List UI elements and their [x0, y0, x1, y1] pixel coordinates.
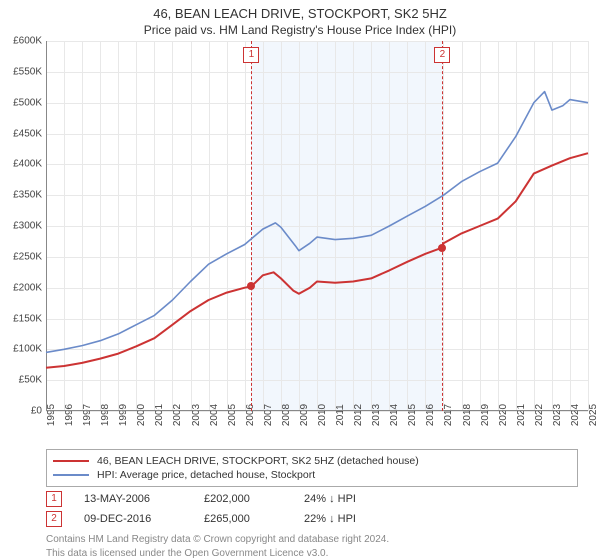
legend-label: 46, BEAN LEACH DRIVE, STOCKPORT, SK2 5HZ… — [97, 455, 419, 467]
legend-label: HPI: Average price, detached house, Stoc… — [97, 469, 315, 481]
sale-price: £265,000 — [204, 513, 304, 525]
series-lines — [46, 41, 588, 411]
legend-swatch — [53, 460, 89, 462]
sale-marker-dot — [438, 244, 446, 252]
sale-price: £202,000 — [204, 493, 304, 505]
legend-box: 46, BEAN LEACH DRIVE, STOCKPORT, SK2 5HZ… — [46, 449, 578, 487]
y-axis-tick-label: £300K — [13, 221, 42, 232]
y-axis-tick-label: £400K — [13, 159, 42, 170]
sale-date: 13-MAY-2006 — [84, 493, 204, 505]
y-axis-tick-label: £0 — [31, 406, 42, 417]
y-axis-tick-label: £450K — [13, 128, 42, 139]
y-axis-tick-label: £250K — [13, 251, 42, 262]
sale-hpi-diff: 22% ↓ HPI — [304, 513, 356, 525]
sale-hpi-diff: 24% ↓ HPI — [304, 493, 356, 505]
sale-marker-dot — [247, 282, 255, 290]
sale-row: 1 13-MAY-2006£202,00024% ↓ HPI — [46, 491, 578, 507]
attribution-text: Contains HM Land Registry data © Crown c… — [46, 533, 578, 560]
sale-row-badge: 1 — [46, 491, 62, 507]
sale-row-badge: 2 — [46, 511, 62, 527]
chart-title: 46, BEAN LEACH DRIVE, STOCKPORT, SK2 5HZ — [0, 0, 600, 21]
gridline-v — [588, 41, 589, 411]
sale-row: 2 09-DEC-2016£265,00022% ↓ HPI — [46, 511, 578, 527]
attribution-line: Contains HM Land Registry data © Crown c… — [46, 533, 578, 547]
y-axis-tick-label: £150K — [13, 313, 42, 324]
y-axis-tick-label: £50K — [19, 375, 42, 386]
sale-date: 09-DEC-2016 — [84, 513, 204, 525]
chart-subtitle: Price paid vs. HM Land Registry's House … — [0, 21, 600, 41]
series-property — [46, 153, 588, 368]
y-axis-tick-label: £350K — [13, 190, 42, 201]
series-hpi — [46, 92, 588, 353]
legend-item: HPI: Average price, detached house, Stoc… — [53, 468, 571, 482]
y-axis-tick-label: £100K — [13, 344, 42, 355]
legend-swatch — [53, 474, 89, 476]
chart-plot-area: £0£50K£100K£150K£200K£250K£300K£350K£400… — [46, 41, 588, 411]
y-axis-tick-label: £600K — [13, 36, 42, 47]
legend-item: 46, BEAN LEACH DRIVE, STOCKPORT, SK2 5HZ… — [53, 454, 571, 468]
y-axis-tick-label: £550K — [13, 66, 42, 77]
x-axis-tick-label: 2025 — [588, 404, 599, 426]
y-axis-tick-label: £200K — [13, 282, 42, 293]
attribution-line: This data is licensed under the Open Gov… — [46, 547, 578, 560]
y-axis-tick-label: £500K — [13, 97, 42, 108]
